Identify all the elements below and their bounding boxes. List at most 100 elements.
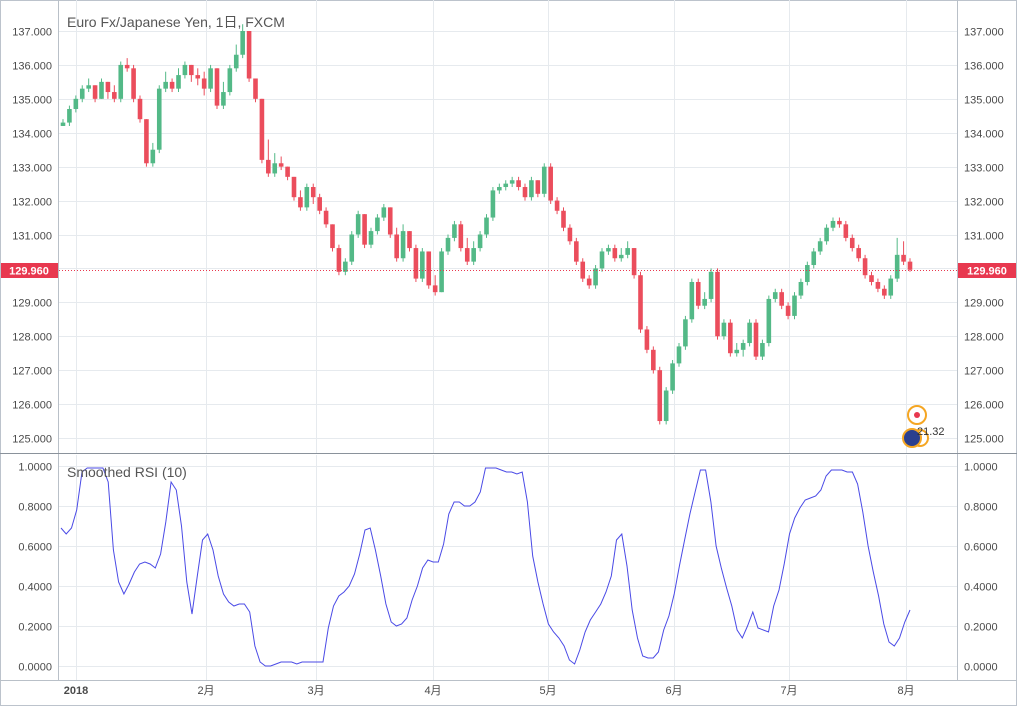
candle-body <box>176 75 181 89</box>
candle-body <box>837 220 842 225</box>
candle-body <box>516 180 521 188</box>
candle-body <box>343 261 348 272</box>
candle-body <box>554 200 560 211</box>
last-price-text-left: 129.960 <box>9 266 49 278</box>
time-tick-label: 8月 <box>897 685 914 697</box>
candle-body <box>561 210 566 228</box>
candle-body <box>144 119 149 164</box>
price-tick-right: 134.000 <box>964 129 1004 141</box>
candle-body <box>695 281 701 306</box>
candle-body <box>266 159 271 174</box>
event-marker-dot <box>914 412 920 418</box>
candle-body <box>541 166 547 194</box>
candle-body <box>233 54 239 69</box>
price-tick-left: 129.000 <box>12 298 52 310</box>
candle-body <box>849 237 855 249</box>
price-tick-right: 132.000 <box>964 197 1004 209</box>
rsi-line <box>60 467 911 667</box>
candle-body <box>728 322 733 354</box>
candle-body <box>375 217 380 232</box>
price-tick-left: 137.000 <box>12 27 52 39</box>
candle-body <box>368 231 374 245</box>
candle-body <box>336 248 342 272</box>
price-tick-left: 134.000 <box>12 129 52 141</box>
candle-body <box>60 122 66 126</box>
axes: 137.000 137.000 136.000 136.000 135.000 135.0… <box>12 27 1004 698</box>
candle-body <box>355 214 361 235</box>
candle-body <box>349 234 355 262</box>
rsi-pane-title: Smoothed RSI (10) <box>67 464 187 480</box>
price-tick-right: 131.000 <box>964 231 1004 243</box>
price-tick-right: 125.000 <box>964 434 1004 446</box>
candle-body <box>779 292 784 306</box>
candle-body <box>548 166 553 201</box>
price-tick-left: 128.000 <box>12 332 52 344</box>
candle-body <box>843 224 849 238</box>
candle-body <box>426 251 432 286</box>
candle-body <box>156 88 162 150</box>
candle-body <box>464 248 470 262</box>
candle-body <box>420 251 425 279</box>
price-tick-right: 137.000 <box>964 27 1004 39</box>
candle-body <box>317 197 322 211</box>
candle-body <box>663 390 669 422</box>
price-tick-left: 133.000 <box>12 163 52 175</box>
candle-body <box>618 254 624 259</box>
candle-body <box>413 248 419 279</box>
candle-body <box>567 227 573 242</box>
candle-body <box>830 220 836 228</box>
candle-body <box>407 231 412 249</box>
candle-body <box>458 224 464 249</box>
rsi-tick-right: 0.2000 <box>964 622 998 634</box>
candle-body <box>253 78 258 99</box>
candle-body <box>439 251 444 293</box>
candle-body <box>894 254 900 279</box>
last-price-label-left: 129.960 <box>1 263 58 278</box>
candle-body <box>150 149 156 164</box>
candle-body <box>73 98 79 110</box>
candle-body <box>99 81 104 99</box>
candle-body <box>323 210 329 225</box>
candle-body <box>599 251 605 269</box>
price-candles <box>60 24 913 425</box>
candle-body <box>811 251 817 266</box>
candle-body <box>625 248 630 255</box>
candle-body <box>278 163 284 167</box>
candle-body <box>503 183 509 188</box>
candle-body <box>740 343 746 350</box>
candle-body <box>86 85 91 89</box>
candle-body <box>509 180 515 184</box>
candle-body <box>163 81 168 89</box>
candle-body <box>683 319 688 347</box>
price-tick-right: 136.000 <box>964 61 1004 73</box>
candle-body <box>631 248 637 276</box>
candle-body <box>766 298 772 344</box>
rsi-tick-left: 1.0000 <box>18 462 52 474</box>
candle-body <box>394 234 399 259</box>
candle-body <box>381 207 387 218</box>
candle-body <box>606 248 611 252</box>
price-tick-left: 136.000 <box>12 61 52 73</box>
candle-body <box>310 187 316 198</box>
candle-body <box>362 214 367 245</box>
last-price-text-right: 129.960 <box>967 266 1007 278</box>
candle-body <box>856 248 861 259</box>
rsi-tick-left: 0.2000 <box>18 622 52 634</box>
candle-body <box>477 234 483 249</box>
candle-body <box>131 68 136 99</box>
candle-body <box>580 261 586 279</box>
rsi-series-line <box>60 467 911 667</box>
candle-body <box>137 98 143 120</box>
candle-body <box>824 227 829 242</box>
candle-body <box>901 254 906 262</box>
time-tick-label: 6月 <box>665 685 682 697</box>
candle-body <box>259 98 265 160</box>
candle-body <box>330 224 335 249</box>
event-markers[interactable]: 21.32 <box>902 405 945 448</box>
price-tick-left: 132.000 <box>12 197 52 209</box>
rsi-tick-left: 0.8000 <box>18 502 52 514</box>
price-tick-left: 127.000 <box>12 366 52 378</box>
